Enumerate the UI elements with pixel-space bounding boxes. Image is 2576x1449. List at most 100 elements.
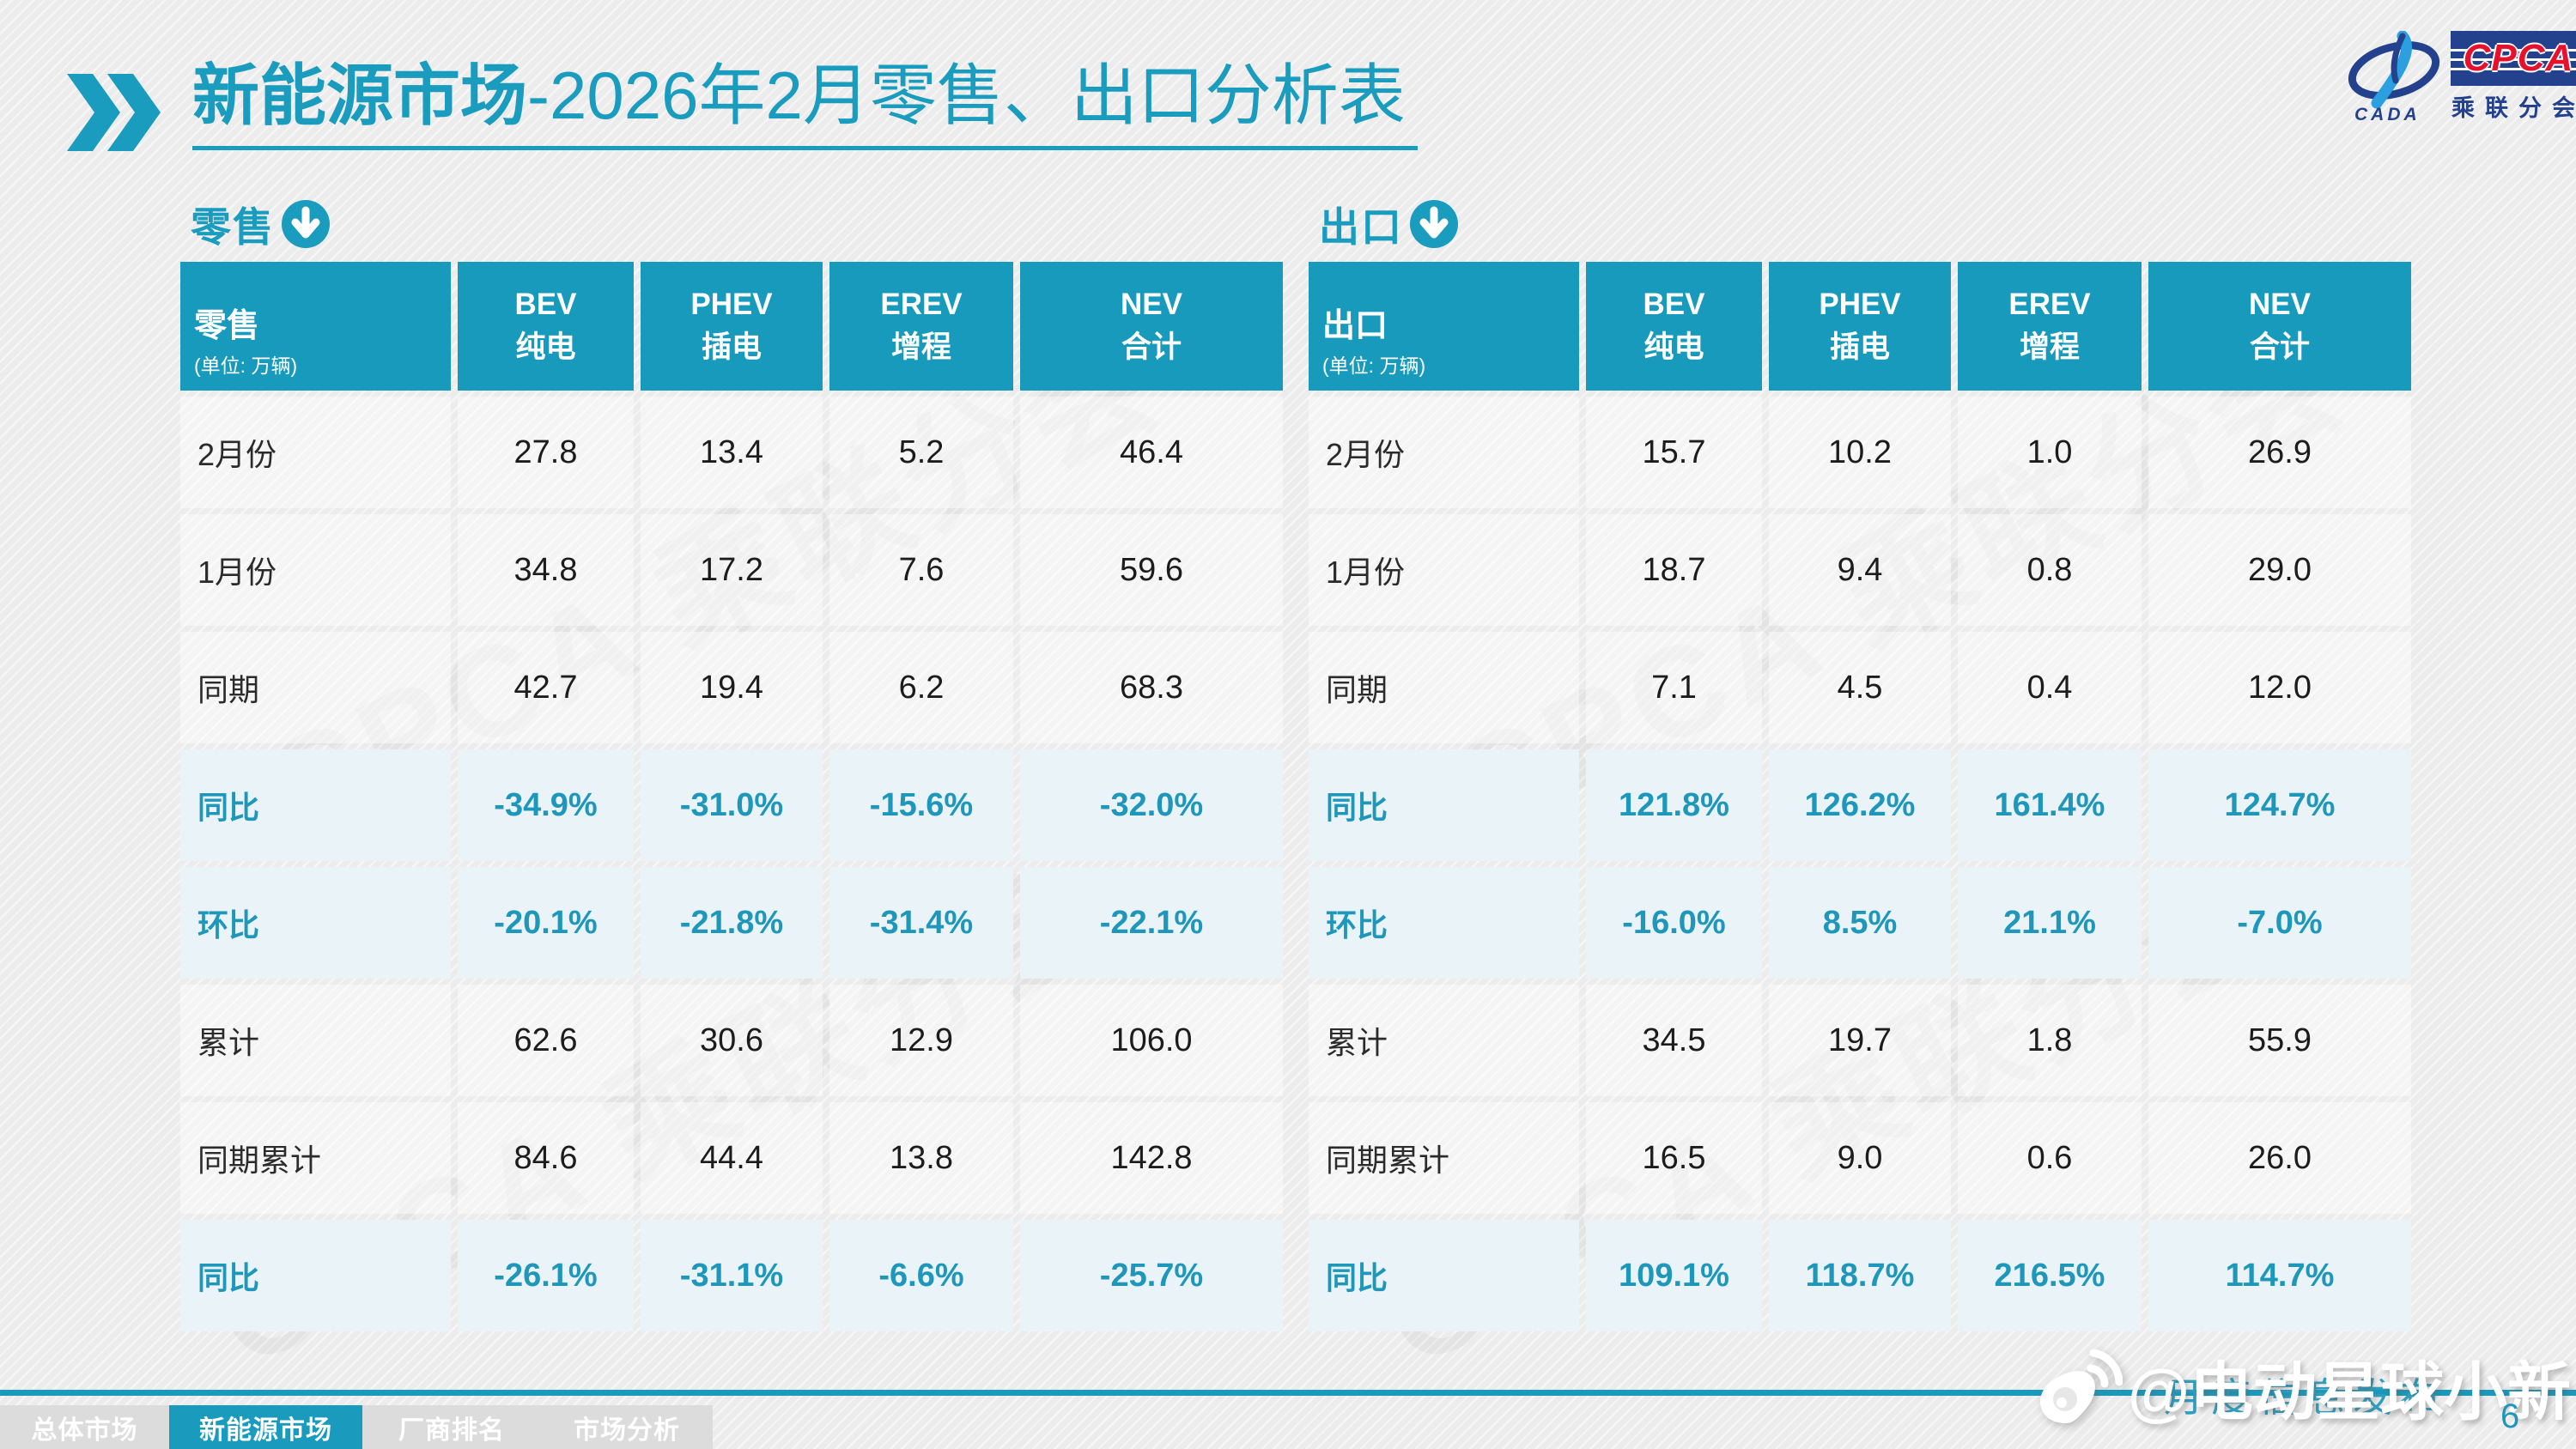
table-cell: 55.9 bbox=[2148, 985, 2411, 1096]
bottom-nav: 总体市场 新能源市场 厂商排名 市场分析 bbox=[0, 1405, 713, 1449]
table-cell: 68.3 bbox=[1020, 632, 1283, 743]
table-cell: -31.1% bbox=[641, 1220, 823, 1331]
cada-logo-icon: CADA bbox=[2348, 31, 2440, 124]
download-arrow-icon bbox=[1410, 199, 1458, 248]
table-cell: 13.4 bbox=[641, 397, 823, 508]
weibo-watermark: @电动星球小新 bbox=[2037, 1341, 2571, 1433]
column-header: NEV 合计 bbox=[1020, 262, 1283, 391]
table-cell: -22.1% bbox=[1020, 867, 1283, 979]
column-header: PHEV 插电 bbox=[641, 262, 823, 391]
table-cell: 34.8 bbox=[458, 514, 634, 626]
table-cell: -16.0% bbox=[1586, 867, 1762, 979]
cpca-subtitle: 乘联分会 bbox=[2451, 95, 2576, 121]
table-cell: 34.5 bbox=[1586, 985, 1762, 1096]
cpca-logo: CADA CPCA 乘联分会 bbox=[2342, 31, 2576, 124]
tab-market-analysis[interactable]: 市场分析 bbox=[541, 1405, 713, 1449]
table-cell: 12.0 bbox=[2148, 632, 2411, 743]
weibo-watermark-text: @电动星球小新 bbox=[2127, 1356, 2571, 1428]
table-cell: 6.2 bbox=[829, 632, 1013, 743]
row-label: 同期累计 bbox=[1309, 1102, 1579, 1214]
column-header: NEV 合计 bbox=[2148, 262, 2411, 391]
row-label: 同比 bbox=[1309, 1220, 1579, 1331]
page-title-main: 新能源市场 bbox=[192, 58, 528, 133]
row-label: 1月份 bbox=[180, 514, 451, 626]
row-label: 同比 bbox=[1309, 749, 1579, 861]
export-header-corner: 出口 (单位: 万辆) bbox=[1309, 262, 1579, 391]
table-cell: 17.2 bbox=[641, 514, 823, 626]
tab-nev-market[interactable]: 新能源市场 bbox=[169, 1405, 362, 1449]
page-title: 新能源市场-2026年2月零售、出口分析表 bbox=[192, 53, 1418, 150]
table-cell: -34.9% bbox=[458, 749, 634, 861]
column-header: BEV 纯电 bbox=[458, 262, 634, 391]
table-cell: 9.0 bbox=[1769, 1102, 1951, 1214]
row-label: 2月份 bbox=[1309, 397, 1579, 508]
release-note: 月度信息发布 bbox=[2164, 1375, 2447, 1420]
export-section-label: 出口 bbox=[1319, 194, 1458, 253]
table-cell: -21.8% bbox=[641, 867, 823, 979]
table-cell: 124.7% bbox=[2148, 749, 2411, 861]
table-cell: 62.6 bbox=[458, 985, 634, 1096]
table-cell: 9.4 bbox=[1769, 514, 1951, 626]
table-cell: 44.4 bbox=[641, 1102, 823, 1214]
tab-oem-ranking[interactable]: 厂商排名 bbox=[362, 1405, 541, 1449]
row-label: 环比 bbox=[1309, 867, 1579, 979]
page-title-sub: -2026年2月零售、出口分析表 bbox=[527, 58, 1406, 133]
table-cell: 84.6 bbox=[458, 1102, 634, 1214]
download-arrow-icon bbox=[282, 199, 330, 248]
row-label: 同期 bbox=[1309, 632, 1579, 743]
table-cell: 7.6 bbox=[829, 514, 1013, 626]
table-cell: 7.1 bbox=[1586, 632, 1762, 743]
table-cell: -31.4% bbox=[829, 867, 1013, 979]
retail-header-corner: 零售 (单位: 万辆) bbox=[180, 262, 451, 391]
column-header: EREV 增程 bbox=[829, 262, 1013, 391]
table-cell: -26.1% bbox=[458, 1220, 634, 1331]
table-cell: 46.4 bbox=[1020, 397, 1283, 508]
export-section-text: 出口 bbox=[1319, 204, 1403, 250]
column-header: PHEV 插电 bbox=[1769, 262, 1951, 391]
corner-title: 出口 bbox=[1322, 308, 1388, 345]
row-label: 累计 bbox=[1309, 985, 1579, 1096]
corner-unit: (单位: 万辆) bbox=[194, 355, 298, 378]
table-cell: 109.1% bbox=[1586, 1220, 1762, 1331]
table-cell: 142.8 bbox=[1020, 1102, 1283, 1214]
table-cell: 216.5% bbox=[1958, 1220, 2142, 1331]
table-cell: 114.7% bbox=[2148, 1220, 2411, 1331]
row-label: 累计 bbox=[180, 985, 451, 1096]
footer-divider-line bbox=[0, 1390, 2576, 1396]
table-cell: 27.8 bbox=[458, 397, 634, 508]
table-cell: 1.8 bbox=[1958, 985, 2142, 1096]
retail-section-text: 零售 bbox=[191, 204, 275, 250]
table-cell: 161.4% bbox=[1958, 749, 2142, 861]
table-cell: 126.2% bbox=[1769, 749, 1951, 861]
table-cell: 19.4 bbox=[641, 632, 823, 743]
table-cell: 118.7% bbox=[1769, 1220, 1951, 1331]
tab-overall-market[interactable]: 总体市场 bbox=[0, 1405, 169, 1449]
table-cell: -20.1% bbox=[458, 867, 634, 979]
table-cell: 42.7 bbox=[458, 632, 634, 743]
table-cell: 13.8 bbox=[829, 1102, 1013, 1214]
table-cell: 19.7 bbox=[1769, 985, 1951, 1096]
table-cell: -15.6% bbox=[829, 749, 1013, 861]
table-cell: 8.5% bbox=[1769, 867, 1951, 979]
retail-table: 零售 (单位: 万辆) BEV 纯电 PHEV 插电 EREV 增程 NEV 合计 2月… bbox=[180, 262, 1283, 1331]
cpca-wordmark: CPCA bbox=[2463, 37, 2574, 79]
corner-title: 零售 bbox=[194, 308, 260, 345]
table-cell: 16.5 bbox=[1586, 1102, 1762, 1214]
corner-unit: (单位: 万辆) bbox=[1322, 355, 1426, 378]
table-cell: 4.5 bbox=[1769, 632, 1951, 743]
table-cell: 10.2 bbox=[1769, 397, 1951, 508]
row-label: 环比 bbox=[180, 867, 451, 979]
page-number: 6 bbox=[2500, 1397, 2520, 1435]
row-label: 同期累计 bbox=[180, 1102, 451, 1214]
table-cell: -7.0% bbox=[2148, 867, 2411, 979]
table-cell: 21.1% bbox=[1958, 867, 2142, 979]
table-cell: 0.6 bbox=[1958, 1102, 2142, 1214]
table-cell: 15.7 bbox=[1586, 397, 1762, 508]
column-header: BEV 纯电 bbox=[1586, 262, 1762, 391]
table-cell: 121.8% bbox=[1586, 749, 1762, 861]
table-cell: 26.9 bbox=[2148, 397, 2411, 508]
table-cell: 29.0 bbox=[2148, 514, 2411, 626]
row-label: 1月份 bbox=[1309, 514, 1579, 626]
svg-text:CADA: CADA bbox=[2354, 105, 2421, 124]
